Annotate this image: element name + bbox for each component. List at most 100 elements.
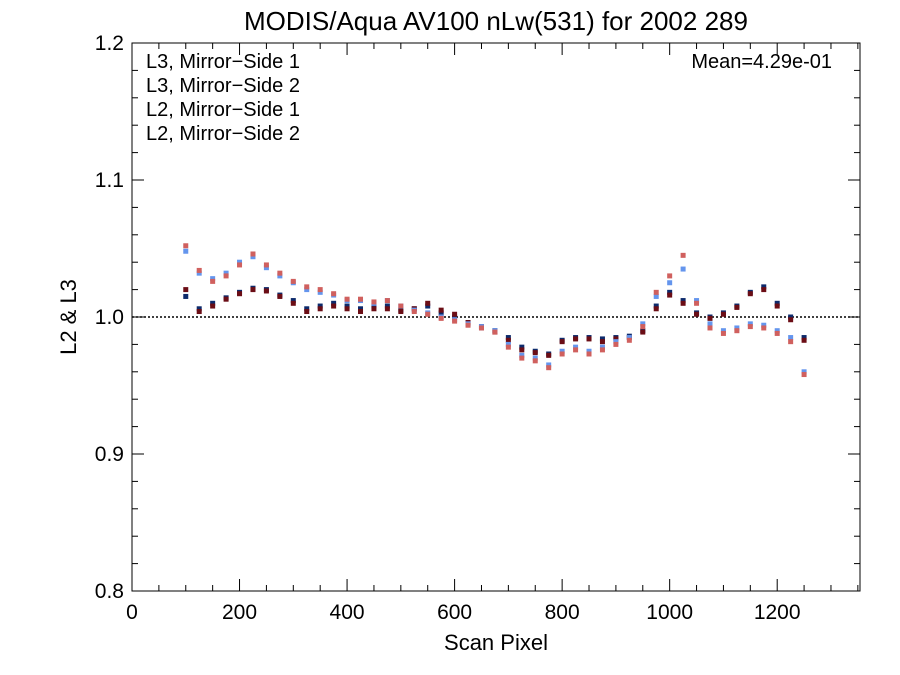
data-point <box>599 336 605 342</box>
data-point <box>680 266 686 272</box>
data-point <box>546 365 552 371</box>
data-point <box>398 303 404 309</box>
data-point <box>290 278 296 284</box>
data-point <box>438 315 444 321</box>
data-point <box>801 369 807 375</box>
data-point <box>667 289 673 295</box>
data-point <box>505 335 511 341</box>
legend-entry: L3, Mirror−Side 1 <box>146 51 300 73</box>
data-point <box>411 309 417 315</box>
x-tick-label: 0 <box>126 601 138 624</box>
data-point <box>747 321 753 327</box>
series-2 <box>183 287 807 358</box>
x-tick-label: 400 <box>330 601 365 624</box>
data-point <box>371 299 377 305</box>
legend-entry: L3, Mirror−Side 2 <box>146 75 300 97</box>
data-point <box>505 337 511 343</box>
data-point <box>331 303 337 309</box>
data-point <box>384 298 390 304</box>
data-point <box>277 273 283 279</box>
data-point <box>304 287 310 293</box>
series-3 <box>183 248 807 375</box>
data-point <box>398 309 404 315</box>
data-point <box>344 303 350 309</box>
data-point <box>237 291 243 297</box>
data-point <box>210 303 216 309</box>
data-point <box>358 309 364 315</box>
data-point <box>452 318 458 324</box>
data-point <box>317 287 323 293</box>
data-point <box>613 341 619 347</box>
legend-entry: L2, Mirror−Side 1 <box>146 99 300 121</box>
data-point <box>573 344 579 350</box>
data-point <box>304 284 310 290</box>
y-tick-label: 0.9 <box>95 443 124 466</box>
legend-entry: L2, Mirror−Side 2 <box>146 123 300 145</box>
data-point <box>599 344 605 350</box>
data-point <box>250 251 256 257</box>
data-point <box>304 306 310 312</box>
data-point <box>519 355 525 361</box>
data-point <box>774 303 780 309</box>
data-point <box>425 303 431 309</box>
data-point <box>532 358 538 364</box>
data-point <box>237 259 243 265</box>
data-point <box>183 287 189 293</box>
chart-title: MODIS/Aqua AV100 nLw(531) for 2002 289 <box>244 6 748 36</box>
data-point <box>290 298 296 304</box>
data-point <box>653 289 659 295</box>
axis-ticks: 0 200 400 600 800 1000 1200 0.8 0.9 1.0 1.1 1.2 <box>95 32 860 624</box>
data-point <box>599 339 605 345</box>
y-tick-label: 0.8 <box>95 580 124 603</box>
data-point <box>532 350 538 356</box>
data-point <box>680 298 686 304</box>
data-point <box>210 276 216 282</box>
data-point <box>425 311 431 317</box>
data-point <box>761 284 767 290</box>
data-point <box>505 341 511 347</box>
data-point <box>425 300 431 306</box>
data-point <box>196 306 202 312</box>
data-point <box>774 300 780 306</box>
data-point <box>304 309 310 315</box>
data-point <box>747 324 753 330</box>
mean-annotation: Mean=4.29e-01 <box>691 51 832 73</box>
data-point <box>210 278 216 284</box>
y-tick-label: 1.0 <box>95 306 124 329</box>
data-point <box>452 314 458 320</box>
series-1 <box>183 284 807 357</box>
y-tick-label: 1.2 <box>95 32 124 55</box>
data-point <box>694 298 700 304</box>
data-point <box>747 291 753 297</box>
data-point <box>384 303 390 309</box>
x-tick-label: 1000 <box>646 601 693 624</box>
data-point <box>559 339 565 345</box>
legend: L3, Mirror−Side 1L3, Mirror−Side 2L2, Mi… <box>146 51 300 145</box>
data-point <box>505 344 511 350</box>
data-point <box>720 328 726 334</box>
data-point <box>788 314 794 320</box>
data-point <box>546 352 552 358</box>
data-point <box>532 355 538 361</box>
data-point <box>680 252 686 258</box>
data-point <box>573 336 579 342</box>
data-point <box>694 300 700 306</box>
data-point <box>263 262 269 268</box>
data-point <box>640 329 646 335</box>
data-point <box>707 315 713 321</box>
data-point <box>196 267 202 273</box>
data-point <box>196 309 202 315</box>
data-point <box>344 306 350 312</box>
data-point <box>183 248 189 254</box>
data-point <box>667 280 673 286</box>
data-point <box>519 352 525 358</box>
data-point <box>223 296 229 302</box>
x-axis-label: Scan Pixel <box>444 630 548 655</box>
y-axis-label: L2 & L3 <box>56 279 81 355</box>
data-point <box>223 273 229 279</box>
data-point <box>653 293 659 299</box>
data-point <box>667 292 673 298</box>
data-point <box>358 296 364 302</box>
data-points <box>183 243 807 378</box>
